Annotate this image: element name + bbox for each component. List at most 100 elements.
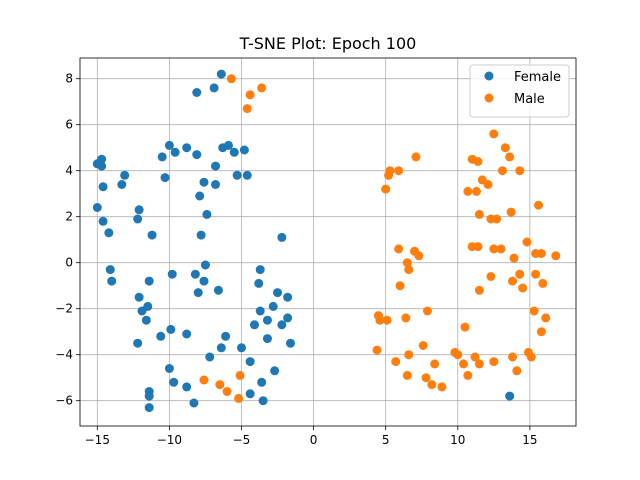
male-point <box>483 180 493 189</box>
male-point <box>245 90 255 100</box>
male-point <box>427 380 437 390</box>
male-point <box>473 157 483 166</box>
female-point <box>211 161 221 171</box>
female-point <box>277 232 287 242</box>
female-point <box>190 269 200 279</box>
female-point <box>199 177 209 187</box>
male-point <box>536 249 546 258</box>
female-point <box>133 214 143 224</box>
y-tick-label: −4 <box>55 348 73 362</box>
male-point <box>235 370 245 380</box>
male-point <box>472 186 482 196</box>
female-point <box>283 292 293 302</box>
female-point <box>232 170 242 180</box>
female-point <box>189 398 199 408</box>
male-point <box>430 359 440 369</box>
female-point <box>195 191 205 201</box>
male-point <box>497 166 507 176</box>
male-point <box>421 373 431 383</box>
female-point <box>242 170 252 180</box>
female-point <box>182 143 192 153</box>
female-point <box>286 338 296 348</box>
male-point <box>394 244 404 254</box>
female-point <box>134 205 144 215</box>
female-point <box>141 315 151 325</box>
male-point <box>234 393 244 403</box>
male-point <box>257 83 267 93</box>
y-tick-label: 4 <box>65 164 73 178</box>
y-tick-label: −2 <box>55 302 73 316</box>
female-point <box>107 276 117 286</box>
female-point <box>97 154 107 164</box>
male-point <box>522 237 532 247</box>
male-point <box>509 253 519 263</box>
male-point <box>506 207 516 217</box>
female-point <box>249 320 259 330</box>
male-point <box>402 370 412 380</box>
male-point <box>395 281 405 291</box>
male-point <box>534 200 544 210</box>
male-point <box>489 129 499 139</box>
female-point <box>205 352 215 362</box>
male-point <box>473 242 483 252</box>
female-point <box>245 357 255 367</box>
female-point <box>143 301 153 311</box>
male-point <box>381 184 391 194</box>
male-point <box>226 74 236 84</box>
y-tick-label: −6 <box>55 394 73 408</box>
female-point <box>120 170 130 180</box>
female-point <box>117 180 127 189</box>
female-point <box>262 334 272 344</box>
female-point <box>257 377 267 387</box>
male-point <box>382 315 392 325</box>
x-tick-label: 15 <box>522 433 537 447</box>
plot-frame <box>79 57 577 427</box>
male-point <box>492 214 502 224</box>
female-point <box>268 301 278 311</box>
male-point <box>518 283 528 293</box>
male-point <box>515 269 525 279</box>
female-point <box>254 278 264 288</box>
male-point <box>437 382 447 392</box>
female-point <box>216 343 226 353</box>
y-tick-label: 0 <box>65 256 73 270</box>
female-point <box>273 288 283 298</box>
male-point <box>411 152 421 162</box>
female-point <box>169 377 179 387</box>
female-point <box>209 83 219 93</box>
female-point <box>245 389 255 399</box>
male-point <box>422 306 432 316</box>
legend-box <box>469 64 570 118</box>
female-point <box>224 140 234 150</box>
male-point <box>463 370 473 380</box>
male-point <box>372 345 382 355</box>
male-point <box>375 315 385 325</box>
male-point <box>470 352 480 362</box>
female-point <box>144 276 154 286</box>
female-point <box>98 216 108 226</box>
male-point <box>450 347 460 357</box>
male-point <box>404 350 414 360</box>
male-point <box>242 104 252 114</box>
male-point <box>505 152 515 162</box>
x-tick-label: −15 <box>85 433 110 447</box>
male-point <box>215 380 225 390</box>
male-point <box>463 186 473 196</box>
legend: Female Male <box>469 64 570 118</box>
female-point <box>255 306 265 316</box>
female-point <box>239 145 249 155</box>
male-point <box>541 313 551 323</box>
male-point <box>402 258 412 268</box>
female-point <box>133 338 143 348</box>
male-point <box>385 166 395 176</box>
female-point <box>166 324 176 334</box>
female-point <box>262 315 272 325</box>
male-point <box>512 366 522 376</box>
female-point <box>213 285 223 295</box>
female-point <box>156 331 166 341</box>
female-point <box>258 396 268 406</box>
female-point <box>196 230 206 240</box>
female-point <box>104 228 114 238</box>
